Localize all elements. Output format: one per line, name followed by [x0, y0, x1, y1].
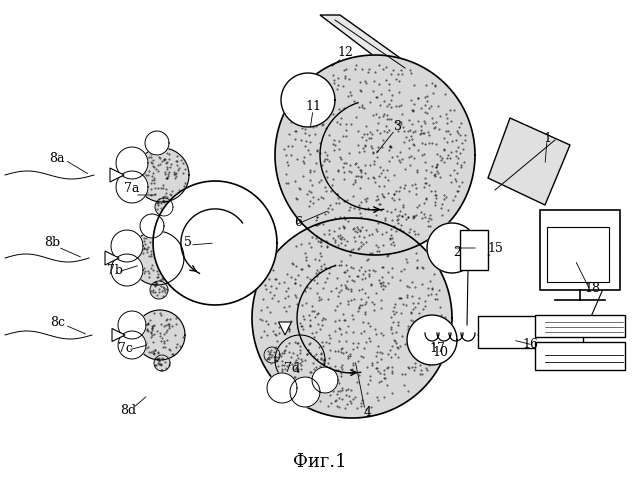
- Text: 4: 4: [364, 407, 372, 420]
- Polygon shape: [130, 231, 184, 285]
- Polygon shape: [275, 335, 325, 385]
- Polygon shape: [252, 218, 452, 418]
- Polygon shape: [264, 347, 280, 363]
- Polygon shape: [118, 331, 146, 359]
- Polygon shape: [153, 181, 277, 305]
- Text: 8b: 8b: [44, 237, 60, 249]
- Polygon shape: [155, 198, 173, 216]
- Text: 1: 1: [543, 132, 551, 145]
- Polygon shape: [267, 373, 297, 403]
- Polygon shape: [407, 315, 457, 365]
- Bar: [547, 227, 609, 282]
- Text: 18: 18: [584, 282, 600, 294]
- Polygon shape: [116, 147, 148, 179]
- Bar: [540, 210, 620, 290]
- Text: 2: 2: [453, 246, 461, 259]
- Text: 7c: 7c: [118, 342, 132, 354]
- Polygon shape: [275, 55, 475, 255]
- Polygon shape: [135, 148, 189, 202]
- Polygon shape: [154, 355, 170, 371]
- Bar: [535, 315, 625, 337]
- Text: 16: 16: [522, 338, 538, 351]
- Polygon shape: [145, 131, 169, 155]
- Bar: [478, 316, 583, 348]
- Polygon shape: [135, 310, 185, 360]
- Polygon shape: [116, 171, 148, 203]
- Polygon shape: [281, 73, 335, 127]
- Text: Фиг.1: Фиг.1: [293, 453, 347, 471]
- Text: 12: 12: [337, 46, 353, 60]
- Polygon shape: [427, 223, 477, 273]
- Polygon shape: [488, 118, 570, 205]
- Text: 8a: 8a: [49, 151, 65, 165]
- Text: 7d: 7d: [284, 362, 300, 375]
- Polygon shape: [312, 367, 338, 393]
- Polygon shape: [111, 254, 143, 286]
- Polygon shape: [278, 322, 291, 335]
- Bar: [460, 230, 488, 270]
- Text: 8d: 8d: [120, 404, 136, 417]
- Text: 10: 10: [432, 346, 448, 359]
- Text: 7a: 7a: [124, 182, 140, 195]
- Polygon shape: [290, 377, 320, 407]
- Polygon shape: [111, 230, 143, 262]
- Text: 17: 17: [429, 342, 445, 354]
- Polygon shape: [112, 329, 125, 342]
- Text: 7b: 7b: [107, 263, 123, 276]
- Text: 11: 11: [305, 101, 321, 114]
- Polygon shape: [320, 15, 410, 72]
- Polygon shape: [140, 214, 164, 238]
- Text: 3: 3: [394, 121, 402, 134]
- Polygon shape: [118, 311, 146, 339]
- Polygon shape: [110, 168, 124, 182]
- Polygon shape: [105, 251, 119, 265]
- Bar: [535, 342, 625, 370]
- Text: 6: 6: [294, 215, 302, 228]
- Text: 5: 5: [184, 236, 192, 248]
- Text: 8c: 8c: [51, 316, 65, 329]
- Text: 15: 15: [487, 242, 503, 255]
- Polygon shape: [150, 281, 168, 299]
